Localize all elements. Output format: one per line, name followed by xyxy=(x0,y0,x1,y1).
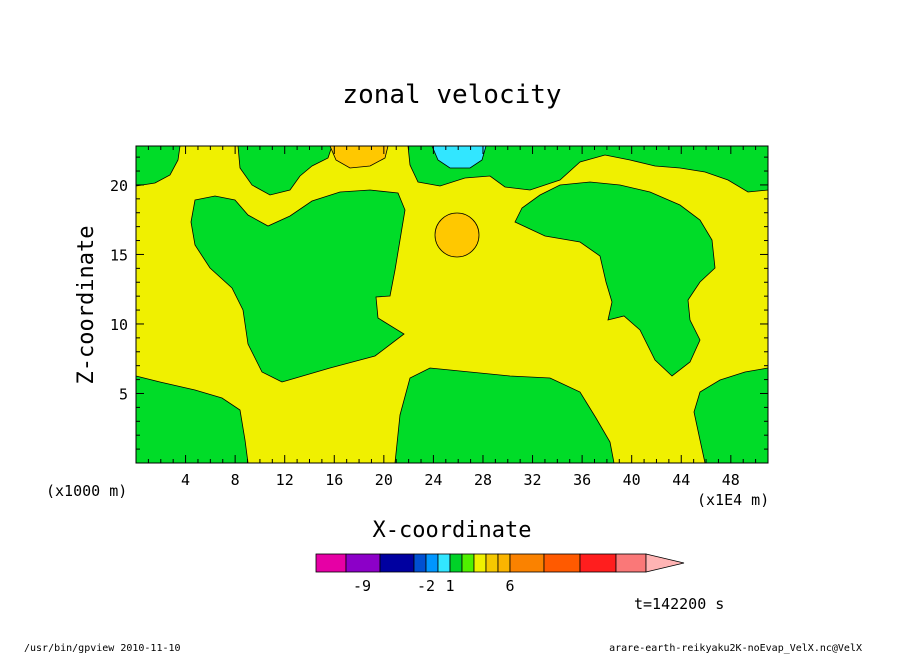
x-tick-label-12: 12 xyxy=(276,471,294,489)
bottom-left-region xyxy=(136,375,249,463)
y-tick-label-10: 10 xyxy=(110,316,128,334)
x-tick-label-40: 40 xyxy=(623,471,641,489)
x-tick-label-28: 28 xyxy=(474,471,492,489)
colorbar-label: 1 xyxy=(445,577,454,595)
plot-frame xyxy=(135,145,769,464)
colorbar xyxy=(315,553,685,573)
colorbar-cell-5 xyxy=(437,553,451,573)
y-axis-title: Z-coordinate xyxy=(74,226,99,385)
top-right-band xyxy=(407,146,768,193)
chart-title: zonal velocity xyxy=(342,80,561,110)
colorbar-cell-14 xyxy=(615,553,647,573)
x-tick-label-20: 20 xyxy=(375,471,393,489)
top-left-region xyxy=(136,146,181,187)
colorbar-cell-9 xyxy=(485,553,499,573)
colorbar-cell-8 xyxy=(473,553,487,573)
x-tick-label-32: 32 xyxy=(524,471,542,489)
top-green-blob xyxy=(237,146,333,196)
colorbar-cell-0 xyxy=(315,553,347,573)
y-tick-label-20: 20 xyxy=(110,177,128,195)
x-tick-label-8: 8 xyxy=(231,471,240,489)
bottom-right-region xyxy=(693,367,768,463)
colorbar-cell-6 xyxy=(449,553,463,573)
plot-area xyxy=(136,146,768,463)
colorbar-label: -9 xyxy=(353,577,371,595)
y-unit-label: (x1000 m) xyxy=(46,482,127,500)
top-orange-blob xyxy=(329,146,389,169)
y-tick-label-5: 5 xyxy=(119,385,128,403)
y-axis: 5 10 15 20 xyxy=(110,156,768,450)
x-axis-title: X-coordinate xyxy=(373,518,532,543)
colorbar-cell-2 xyxy=(379,553,415,573)
x-tick-label-48: 48 xyxy=(722,471,740,489)
colorbar-cell-3 xyxy=(413,553,427,573)
x-tick-label-24: 24 xyxy=(424,471,442,489)
footer-left: /usr/bin/gpview 2010-11-10 xyxy=(24,643,181,654)
right-green-blob xyxy=(514,181,716,377)
colorbar-arrow xyxy=(645,553,685,573)
colorbar-cell-13 xyxy=(579,553,617,573)
x-tick-label-16: 16 xyxy=(325,471,343,489)
center-orange-blob xyxy=(434,212,480,258)
x-tick-label-36: 36 xyxy=(573,471,591,489)
x-unit-label: (x1E4 m) xyxy=(697,491,769,509)
colorbar-cell-10 xyxy=(497,553,511,573)
colorbar-cell-1 xyxy=(345,553,381,573)
left-green-blob xyxy=(190,189,406,383)
colorbar-cell-7 xyxy=(461,553,475,573)
x-axis: 4 8 12 16 20 24 28 32 36 40 44 48 xyxy=(147,146,757,489)
colorbar-labels: -9 -2 1 6 xyxy=(353,577,515,595)
x-tick-label-4: 4 xyxy=(181,471,190,489)
colorbar-label: 6 xyxy=(505,577,514,595)
colorbar-label: -2 xyxy=(417,577,435,595)
time-label: t=142200 s xyxy=(634,595,724,613)
bottom-center-blob xyxy=(394,367,615,463)
x-tick-label-44: 44 xyxy=(672,471,690,489)
colorbar-cell-4 xyxy=(425,553,439,573)
y-tick-label-15: 15 xyxy=(110,246,128,264)
top-cyan-blob xyxy=(431,146,487,169)
footer-right: arare-earth-reikyaku2K-noEvap_VelX.nc@Ve… xyxy=(609,643,862,654)
colorbar-cell-12 xyxy=(543,553,581,573)
colorbar-cell-11 xyxy=(509,553,545,573)
